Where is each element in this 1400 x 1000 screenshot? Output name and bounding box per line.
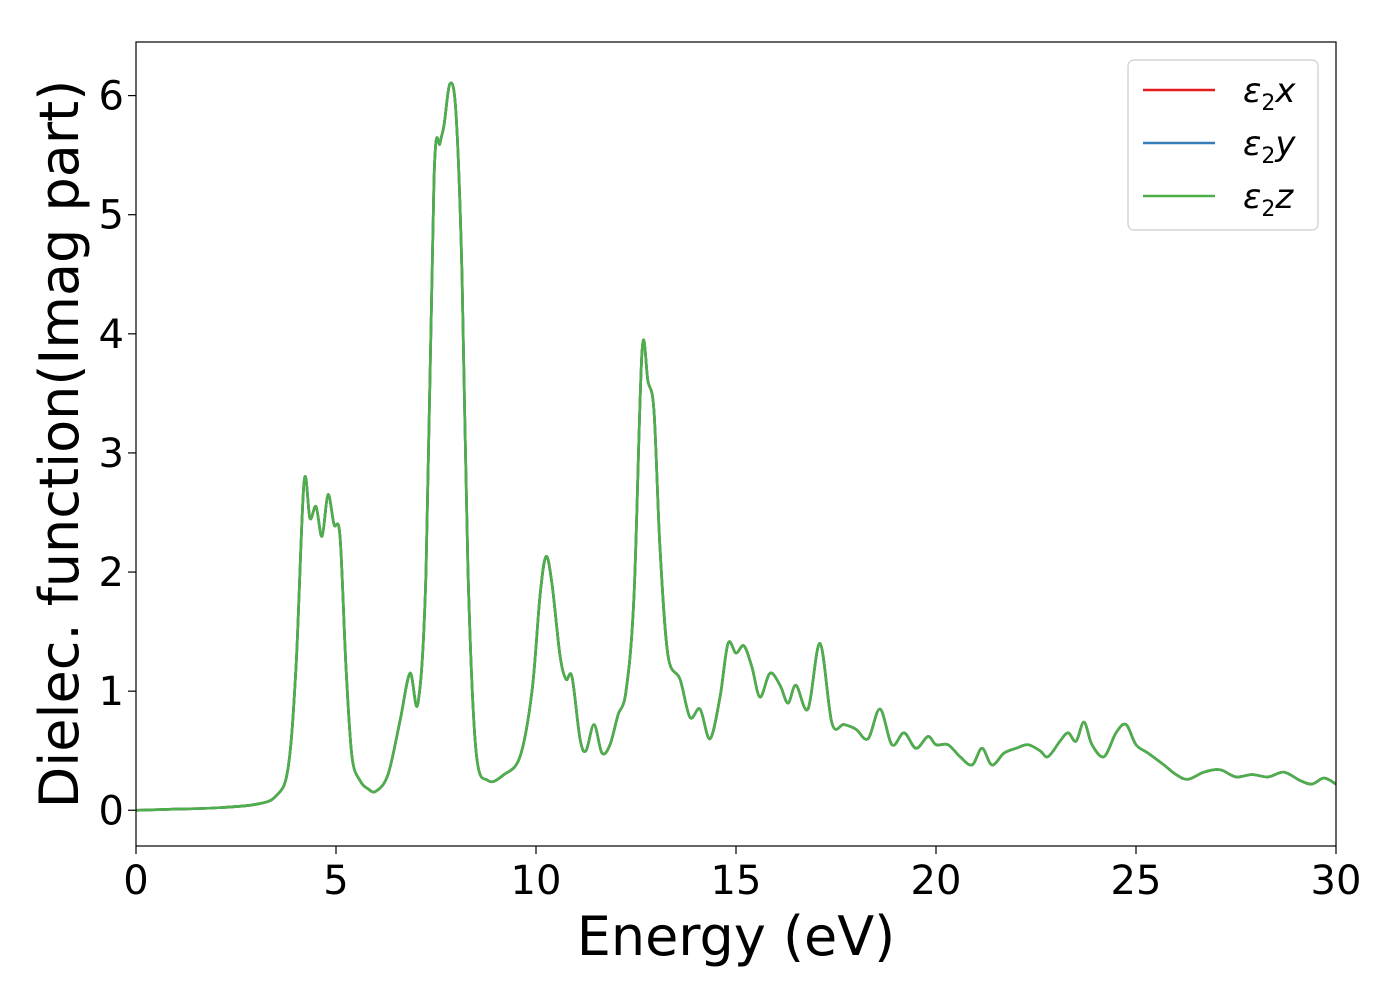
- series-line-3: [135, 81, 1337, 812]
- legend: ε2x ε2y ε2z: [1127, 59, 1319, 231]
- x-tick-label: 30: [1311, 858, 1362, 904]
- y-tick-label: 0: [99, 788, 124, 834]
- legend-box: [1127, 59, 1319, 231]
- legend-label-3: ε2z: [1243, 177, 1294, 222]
- x-tick-label: 25: [1111, 858, 1162, 904]
- x-tick-label: 5: [323, 858, 348, 904]
- y-tick-label: 2: [99, 550, 124, 596]
- plot-area: [135, 81, 1337, 812]
- x-axis-ticks: 0 5 10 15 20 25 30: [123, 846, 1361, 904]
- legend-label-2: ε2y: [1243, 124, 1296, 169]
- x-tick-label: 15: [711, 858, 762, 904]
- x-axis-label: Energy (eV): [577, 905, 896, 968]
- legend-label-1: ε2x: [1243, 71, 1296, 116]
- y-tick-label: 5: [99, 193, 124, 239]
- y-tick-label: 3: [99, 431, 124, 477]
- x-tick-label: 0: [123, 858, 148, 904]
- x-tick-label: 20: [911, 858, 962, 904]
- y-tick-label: 6: [99, 74, 124, 120]
- y-tick-label: 4: [99, 312, 124, 358]
- y-tick-label: 1: [99, 669, 124, 715]
- x-tick-label: 10: [511, 858, 562, 904]
- y-axis-ticks: 0 1 2 3 4 5 6: [99, 74, 136, 834]
- y-axis-label: Dielec. function(Imag part): [28, 80, 91, 809]
